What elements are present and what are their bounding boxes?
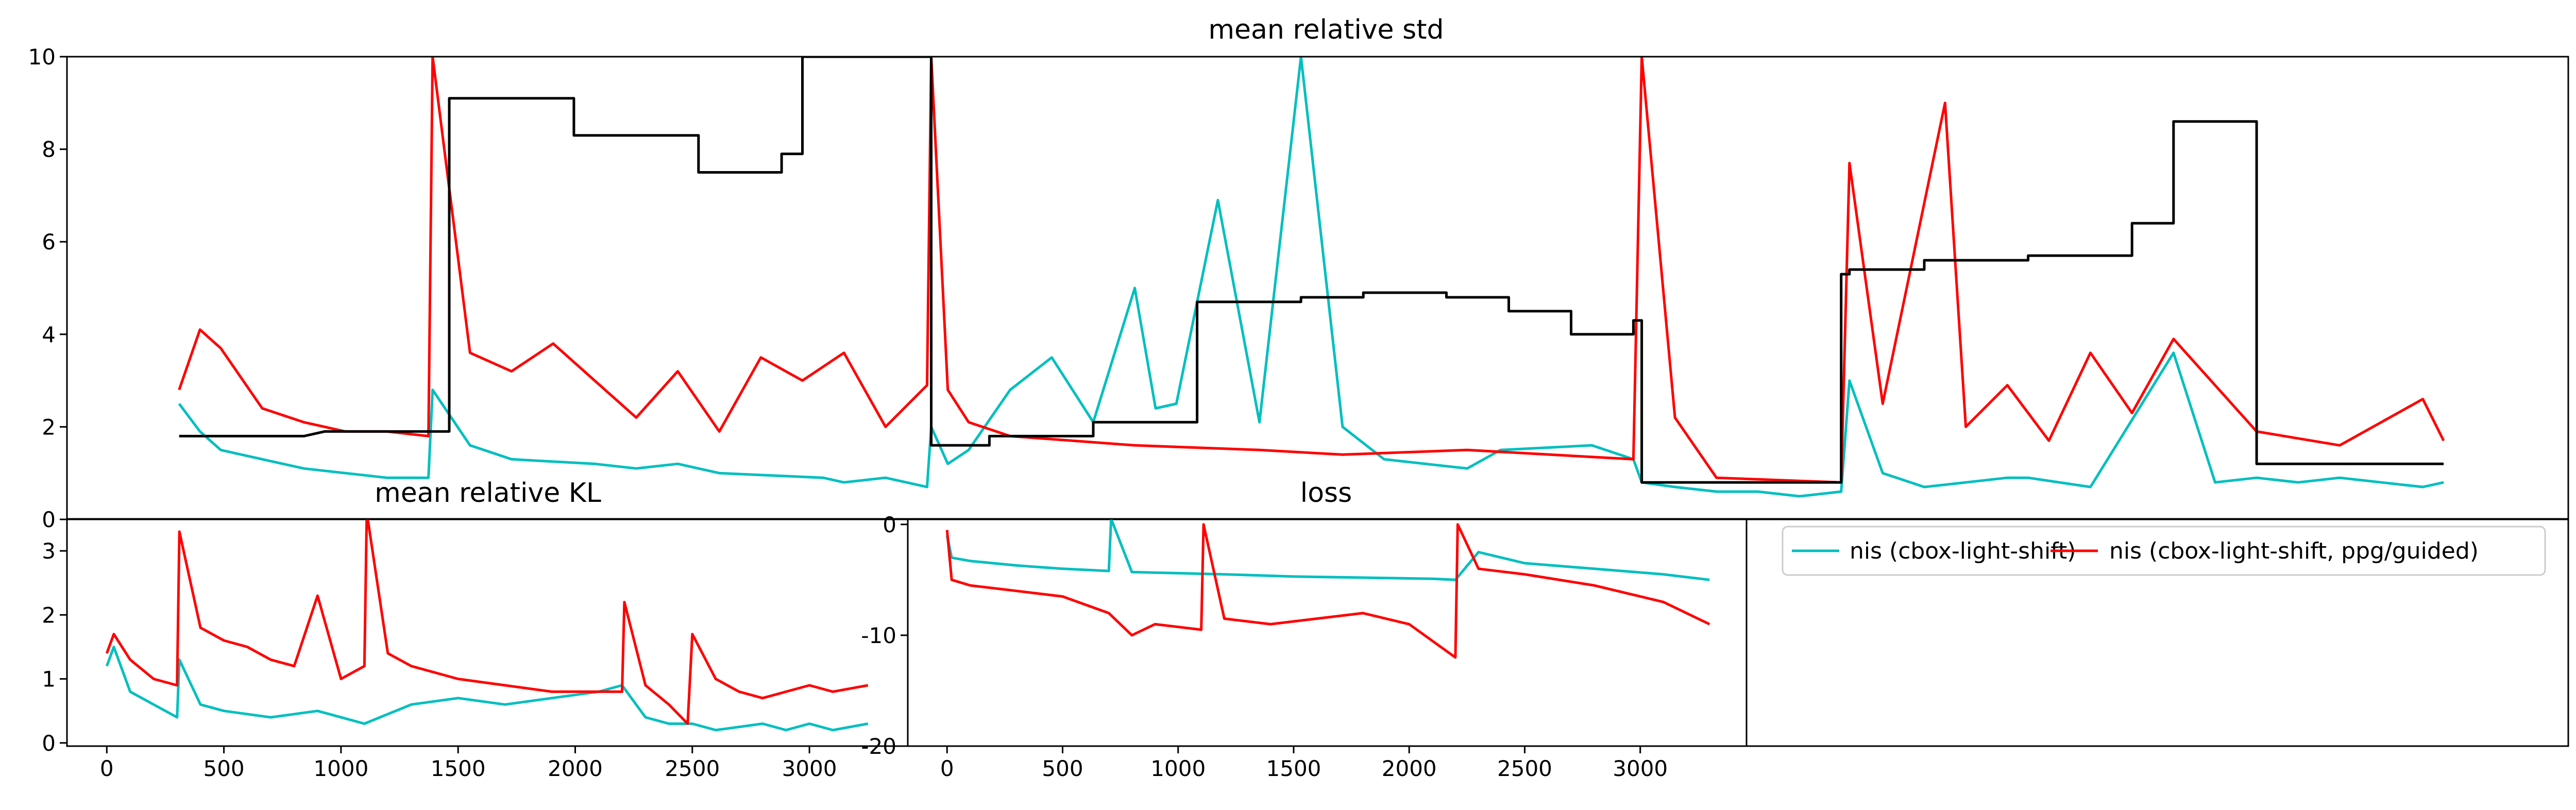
y-tick-label: 2 [42, 602, 56, 628]
x-tick-label: 1000 [313, 756, 368, 781]
x-tick-label: 500 [1042, 756, 1083, 781]
y-tick-label: 6 [42, 229, 56, 255]
chart-title: mean relative KL [375, 478, 601, 509]
x-tick-label: 2000 [548, 756, 603, 781]
axes-frame [907, 518, 1748, 747]
y-tick-label: 4 [42, 322, 56, 347]
chart-title: loss [1300, 478, 1352, 509]
plot-area: 0 2 4 6 8 10 [28, 44, 2569, 532]
legend-box [1782, 526, 2546, 576]
x-tick-label: 0 [100, 756, 114, 781]
legend: nis (cbox-light-shift) nis (cbox-light-s… [1782, 526, 2546, 576]
y-tick-label: 10 [28, 44, 56, 70]
chart-mean-relative-std: mean relative std 0 2 4 6 8 10 [28, 14, 2569, 532]
y-tick-label: 0 [42, 731, 56, 756]
y-tick-label: 0 [42, 507, 56, 532]
x-tick-label: 0 [940, 756, 954, 781]
y-tick-label: -20 [861, 734, 896, 759]
y-tick-label: 1 [42, 667, 56, 692]
x-tick-label: 1000 [1150, 756, 1206, 781]
chart-title: mean relative std [1208, 14, 1444, 45]
axes-frame [66, 518, 909, 747]
legend-panel: nis (cbox-light-shift) nis (cbox-light-s… [1745, 518, 2569, 747]
y-tick-label: 0 [883, 512, 896, 537]
chart-mean-relative-kl: mean relative KL 0 1 2 3 0 500 1000 1500 2000 250… [42, 478, 909, 781]
y-tick-label: 2 [42, 414, 56, 440]
legend-label-red: nis (cbox-light-shift, ppg/guided) [2109, 538, 2479, 564]
series-line-2 [179, 57, 2444, 484]
legend-label-cyan: nis (cbox-light-shift) [1850, 538, 2076, 564]
x-tick-label: 2000 [1382, 756, 1437, 781]
y-tick-label: 8 [42, 137, 56, 162]
series-line-1 [945, 523, 1710, 659]
legend-panel-frame [1745, 518, 2569, 747]
chart-loss: loss 0 -10 -20 0 500 1000 1500 2000 2500 3000 [861, 478, 1748, 781]
series-line-1 [178, 57, 2445, 484]
y-tick-label: -10 [861, 623, 896, 648]
x-tick-label: 500 [203, 756, 244, 781]
series-line-0 [945, 519, 1710, 581]
plot-area: 0 1 2 3 0 500 1000 1500 2000 2500 3000 [42, 518, 909, 781]
x-tick-label: 2500 [665, 756, 720, 781]
series-line-1 [105, 519, 869, 725]
x-tick-label: 2500 [1497, 756, 1552, 781]
plot-area: 0 -10 -20 0 500 1000 1500 2000 2500 3000 [861, 512, 1748, 781]
y-tick-label: 3 [42, 538, 56, 564]
series-line-0 [178, 57, 2444, 498]
x-tick-label: 1500 [1266, 756, 1321, 781]
x-tick-label: 3000 [1613, 756, 1668, 781]
x-tick-label: 3000 [782, 756, 837, 781]
x-tick-label: 1500 [431, 756, 486, 781]
series-line-0 [105, 646, 869, 732]
